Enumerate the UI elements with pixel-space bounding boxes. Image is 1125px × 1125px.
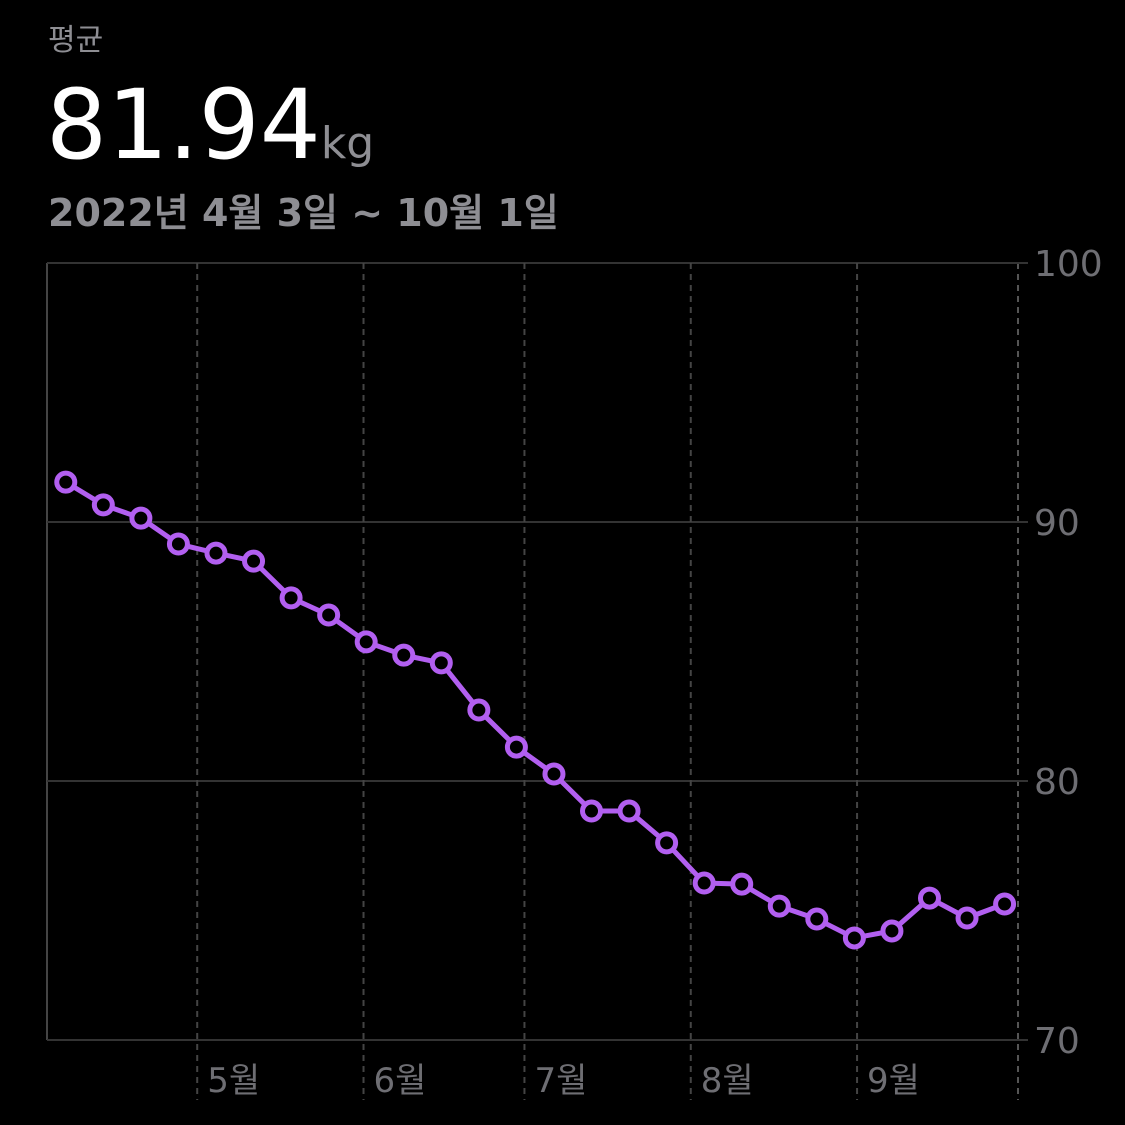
point	[279, 586, 303, 610]
point	[317, 603, 341, 627]
unit: kg	[321, 118, 374, 169]
y-tick-label: 100	[1034, 244, 1103, 285]
x-tick-label: 5월	[207, 1061, 260, 1101]
point	[917, 886, 941, 910]
point	[842, 926, 866, 950]
point	[542, 762, 566, 786]
point	[692, 871, 716, 895]
point	[730, 872, 754, 896]
point	[504, 735, 528, 759]
x-tick-label: 9월	[867, 1061, 920, 1101]
y-tick-label: 70	[1034, 1021, 1080, 1062]
y-tick-label: 80	[1034, 762, 1080, 803]
average-value: 81.94	[46, 69, 321, 181]
point	[204, 541, 228, 565]
x-tick-label: 8월	[701, 1061, 754, 1101]
point	[880, 919, 904, 943]
point	[805, 907, 829, 931]
point	[655, 831, 679, 855]
x-tick-label: 7월	[534, 1061, 587, 1101]
point	[354, 630, 378, 654]
y-tick-label: 90	[1034, 503, 1080, 544]
point	[467, 698, 491, 722]
point	[767, 894, 791, 918]
point	[955, 906, 979, 930]
point	[429, 651, 453, 675]
point	[580, 799, 604, 823]
point	[166, 532, 190, 556]
point	[129, 506, 153, 530]
point	[91, 493, 115, 517]
point	[242, 549, 266, 573]
point	[993, 892, 1017, 916]
point	[54, 470, 78, 494]
point	[617, 799, 641, 823]
date-range: 2022년 4월 3일 ~ 10월 1일	[48, 191, 559, 235]
header-value: 81.94kg	[46, 69, 374, 181]
header-label: 평균	[48, 23, 103, 58]
point	[392, 643, 416, 667]
x-tick-label: 6월	[374, 1061, 427, 1101]
